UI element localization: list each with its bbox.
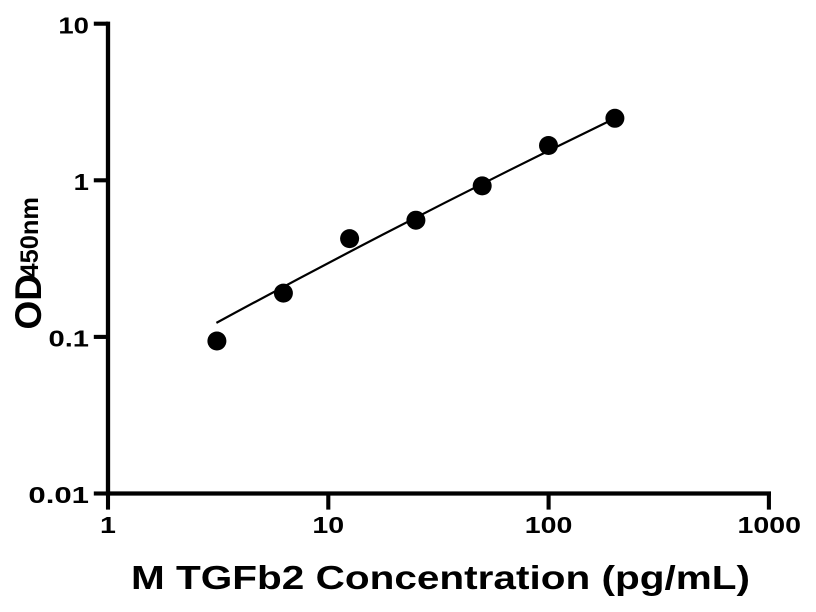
svg-text:0.01: 0.01 — [28, 482, 89, 508]
svg-text:10: 10 — [312, 512, 344, 538]
svg-text:10: 10 — [58, 12, 89, 38]
svg-text:M TGFb2 Concentration (pg/mL): M TGFb2 Concentration (pg/mL) — [131, 560, 750, 597]
svg-text:450nm: 450nm — [16, 197, 44, 278]
svg-text:1: 1 — [100, 512, 116, 538]
svg-text:OD: OD — [8, 274, 49, 330]
svg-text:1000: 1000 — [738, 512, 802, 538]
svg-text:0.1: 0.1 — [49, 325, 90, 351]
svg-text:1: 1 — [74, 169, 90, 195]
svg-text:100: 100 — [525, 512, 573, 538]
